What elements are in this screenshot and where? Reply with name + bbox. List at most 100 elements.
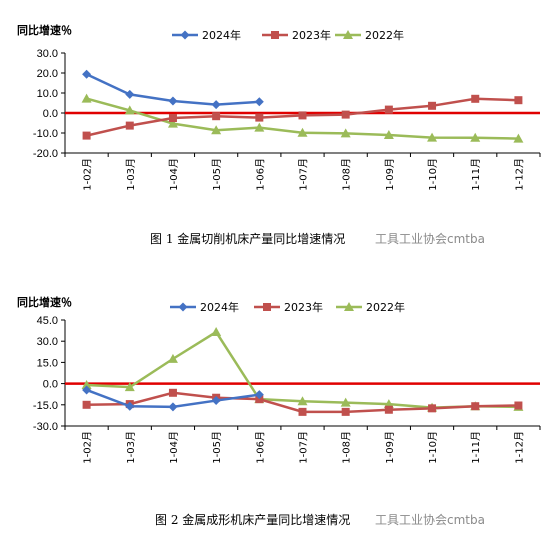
data-point-2 — [297, 396, 308, 406]
y-tick-label: 30.0 — [37, 336, 58, 348]
figure-caption: 图 2 金属成形机床产量同比增速情况 — [155, 512, 350, 527]
data-point-0 — [211, 100, 221, 110]
data-point-1 — [255, 395, 264, 404]
x-tick-label: 1-05月 — [211, 158, 223, 191]
x-tick-label: 1-08月 — [341, 158, 353, 191]
data-point-1 — [168, 388, 177, 397]
y-axis-title: 同比增速％ — [17, 23, 72, 37]
y-tick-label: 0.0 — [43, 379, 58, 391]
x-tick-label: 1-10月 — [427, 158, 439, 191]
legend-marker-0 — [180, 30, 190, 40]
data-point-1 — [298, 407, 307, 416]
x-tick-label: 1-06月 — [254, 431, 266, 464]
x-tick-label: 1-12月 — [513, 158, 525, 191]
data-point-1 — [82, 400, 91, 409]
y-tick-label: 15.0 — [37, 357, 58, 369]
data-point-1 — [212, 112, 221, 121]
data-point-0 — [82, 385, 92, 395]
data-point-1 — [514, 401, 523, 410]
data-point-1 — [125, 121, 134, 130]
legend-label: 2022年 — [365, 28, 404, 42]
y-tick-label: 10.0 — [37, 88, 58, 100]
data-point-1 — [471, 94, 480, 103]
data-point-2 — [254, 122, 265, 132]
data-point-1 — [82, 131, 91, 140]
legend-marker-0 — [178, 302, 188, 312]
data-point-2 — [167, 353, 178, 363]
data-point-0 — [82, 69, 92, 79]
legend-label: 2022年 — [366, 300, 405, 314]
x-tick-label: 1-12月 — [513, 431, 525, 464]
data-point-0 — [125, 89, 135, 99]
data-point-1 — [341, 407, 350, 416]
data-point-1 — [471, 402, 480, 411]
x-tick-label: 1-04月 — [168, 431, 180, 464]
data-point-2 — [211, 125, 222, 135]
data-point-0 — [254, 390, 264, 400]
y-tick-label: -10.0 — [33, 128, 58, 140]
data-point-1 — [384, 105, 393, 114]
data-point-2 — [124, 105, 135, 115]
legend-label: 2024年 — [200, 300, 239, 314]
x-tick-label: 1-04月 — [168, 158, 180, 191]
x-tick-label: 1-06月 — [254, 158, 266, 191]
x-tick-label: 1-02月 — [82, 158, 94, 191]
data-point-2 — [427, 132, 438, 142]
x-tick-label: 1-03月 — [125, 431, 137, 464]
x-tick-label: 1-07月 — [298, 158, 310, 191]
y-axis-title: 同比增速％ — [17, 295, 72, 309]
x-tick-label: 1-08月 — [341, 431, 353, 464]
data-point-0 — [168, 402, 178, 412]
data-point-2 — [124, 382, 135, 392]
data-point-1 — [384, 405, 393, 414]
data-point-0 — [211, 396, 221, 406]
x-tick-label: 1-09月 — [384, 431, 396, 464]
data-point-1 — [341, 110, 350, 119]
watermark-text: 工具工业协会cmtba — [375, 512, 485, 527]
legend-label: 2023年 — [292, 28, 331, 42]
legend-marker-2 — [343, 30, 353, 39]
data-point-2 — [340, 397, 351, 407]
data-point-2 — [81, 380, 92, 390]
y-tick-label: 30.0 — [37, 48, 58, 60]
data-point-2 — [81, 93, 92, 103]
legend-marker-1 — [271, 31, 279, 39]
data-point-2 — [340, 128, 351, 138]
data-point-1 — [298, 111, 307, 120]
legend-label: 2023年 — [284, 300, 323, 314]
x-tick-label: 1-07月 — [298, 431, 310, 464]
x-tick-label: 1-10月 — [427, 431, 439, 464]
data-point-2 — [167, 118, 178, 128]
y-tick-label: -20.0 — [33, 148, 58, 160]
data-point-1 — [168, 114, 177, 122]
data-point-2 — [211, 327, 222, 337]
data-point-2 — [470, 132, 481, 142]
data-point-1 — [428, 404, 437, 413]
y-tick-label: -30.0 — [33, 421, 58, 433]
data-point-0 — [254, 97, 264, 107]
y-tick-label: -15.0 — [33, 400, 58, 412]
x-tick-label: 1-11月 — [470, 158, 482, 191]
data-point-1 — [514, 96, 523, 105]
legend-label: 2024年 — [202, 28, 241, 42]
watermark-text: 工具工业协会cmtba — [375, 231, 485, 246]
data-point-2 — [297, 127, 308, 137]
data-point-0 — [125, 401, 135, 411]
y-tick-label: 0.0 — [43, 108, 58, 120]
y-tick-label: 45.0 — [37, 315, 58, 327]
legend-marker-2 — [344, 302, 354, 311]
data-point-2 — [513, 133, 524, 143]
legend-marker-1 — [263, 303, 271, 311]
y-tick-label: 20.0 — [37, 68, 58, 80]
x-tick-label: 1-02月 — [82, 431, 94, 464]
x-tick-label: 1-03月 — [125, 158, 137, 191]
figure-caption: 图 1 金属切削机床产量同比增速情况 — [150, 231, 345, 246]
x-tick-label: 1-05月 — [211, 431, 223, 464]
data-point-2 — [383, 130, 394, 139]
data-point-1 — [255, 113, 264, 122]
x-tick-label: 1-11月 — [470, 431, 482, 464]
x-tick-label: 1-09月 — [384, 158, 396, 191]
data-point-1 — [428, 101, 437, 110]
data-point-0 — [168, 96, 178, 106]
